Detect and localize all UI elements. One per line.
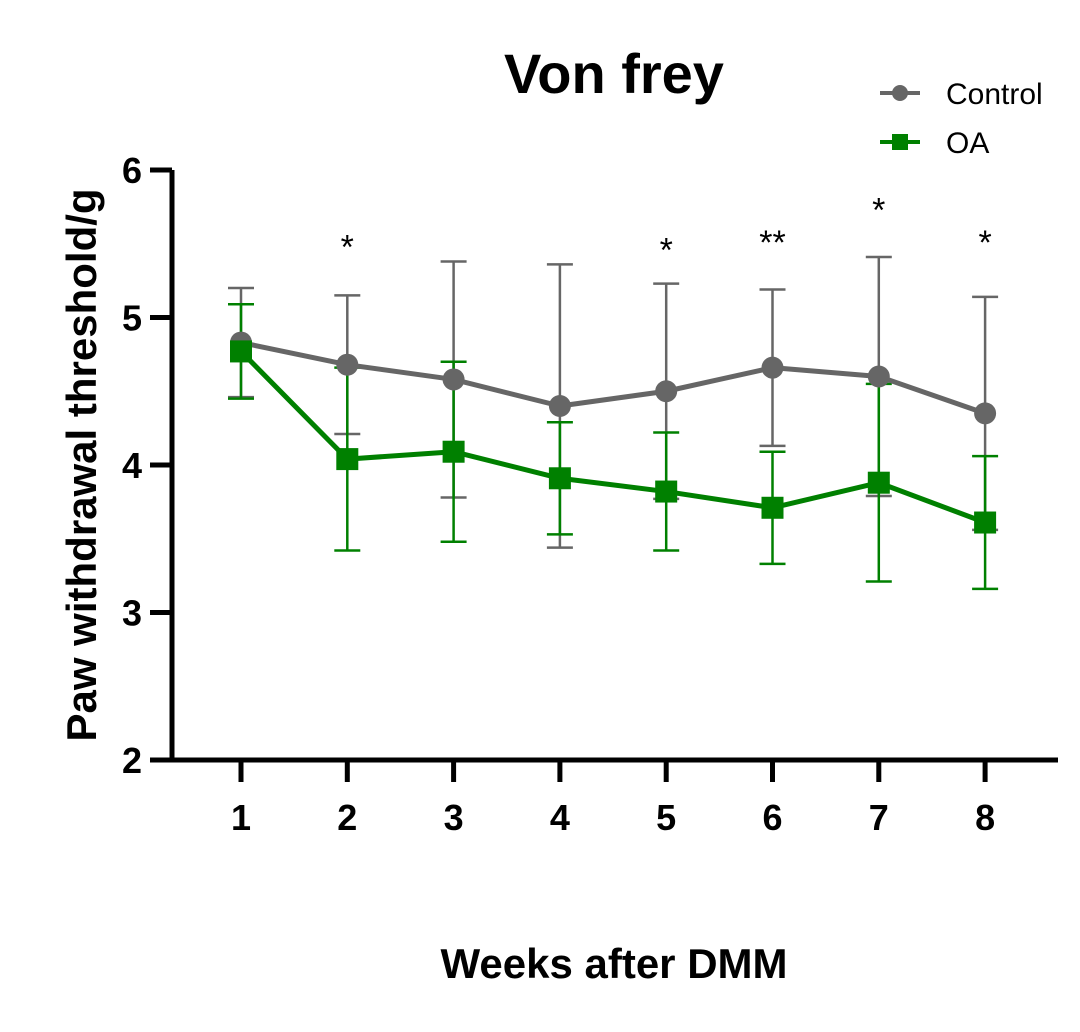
- x-tick-label: 8: [975, 797, 995, 838]
- oa-marker: [442, 440, 465, 463]
- oa-marker: [230, 340, 252, 363]
- legend: Control OA: [880, 78, 1043, 160]
- legend-oa-label: OA: [946, 127, 989, 160]
- legend-control-label: Control: [946, 78, 1043, 111]
- control-marker: [867, 365, 890, 388]
- control-marker: [336, 353, 359, 376]
- significance-marker: *: [660, 231, 673, 269]
- y-tick-label: 3: [122, 593, 142, 634]
- x-tick-label: 1: [231, 797, 251, 838]
- significance-marker: *: [341, 228, 354, 266]
- y-tick-label: 4: [122, 445, 142, 486]
- y-tick-label: 6: [122, 150, 142, 191]
- chart-title: Von frey: [504, 42, 724, 105]
- oa-marker: [761, 496, 784, 519]
- legend-oa-marker: [892, 134, 908, 150]
- legend-control-marker: [892, 85, 908, 101]
- x-tick-label: 6: [762, 797, 782, 838]
- oa-marker: [336, 448, 359, 471]
- control-marker: [548, 395, 571, 417]
- significance-marker: *: [872, 192, 885, 230]
- y-tick-label: 2: [122, 740, 142, 781]
- oa-marker: [655, 480, 678, 503]
- x-axis-label: Weeks after DMM: [441, 940, 788, 987]
- control-marker: [442, 368, 465, 391]
- control-line: [240, 340, 986, 416]
- oa-marker: [867, 471, 890, 494]
- control-marker: [655, 380, 678, 403]
- x-tick-label: 7: [869, 797, 889, 838]
- significance-layer: * * ****: [341, 192, 992, 270]
- x-tick-label: 5: [656, 797, 676, 838]
- y-tick-label: 5: [122, 298, 142, 339]
- x-tick-label: 3: [444, 797, 464, 838]
- x-axis: 1 2 3 4 5 6 7 8: [170, 757, 1058, 838]
- x-tick-label: 4: [550, 797, 570, 838]
- significance-marker: **: [759, 224, 785, 262]
- series-layer: [228, 255, 999, 591]
- y-axis-label: Paw withdrawal threshold/g: [58, 188, 105, 741]
- control-marker: [974, 402, 997, 425]
- y-axis: 2 3 4 5 6: [122, 150, 175, 781]
- significance-marker: *: [978, 224, 991, 262]
- control-marker: [761, 356, 784, 379]
- x-tick-label: 2: [337, 797, 357, 838]
- oa-marker: [974, 511, 997, 534]
- oa-line: [239, 349, 986, 525]
- oa-marker: [548, 467, 571, 490]
